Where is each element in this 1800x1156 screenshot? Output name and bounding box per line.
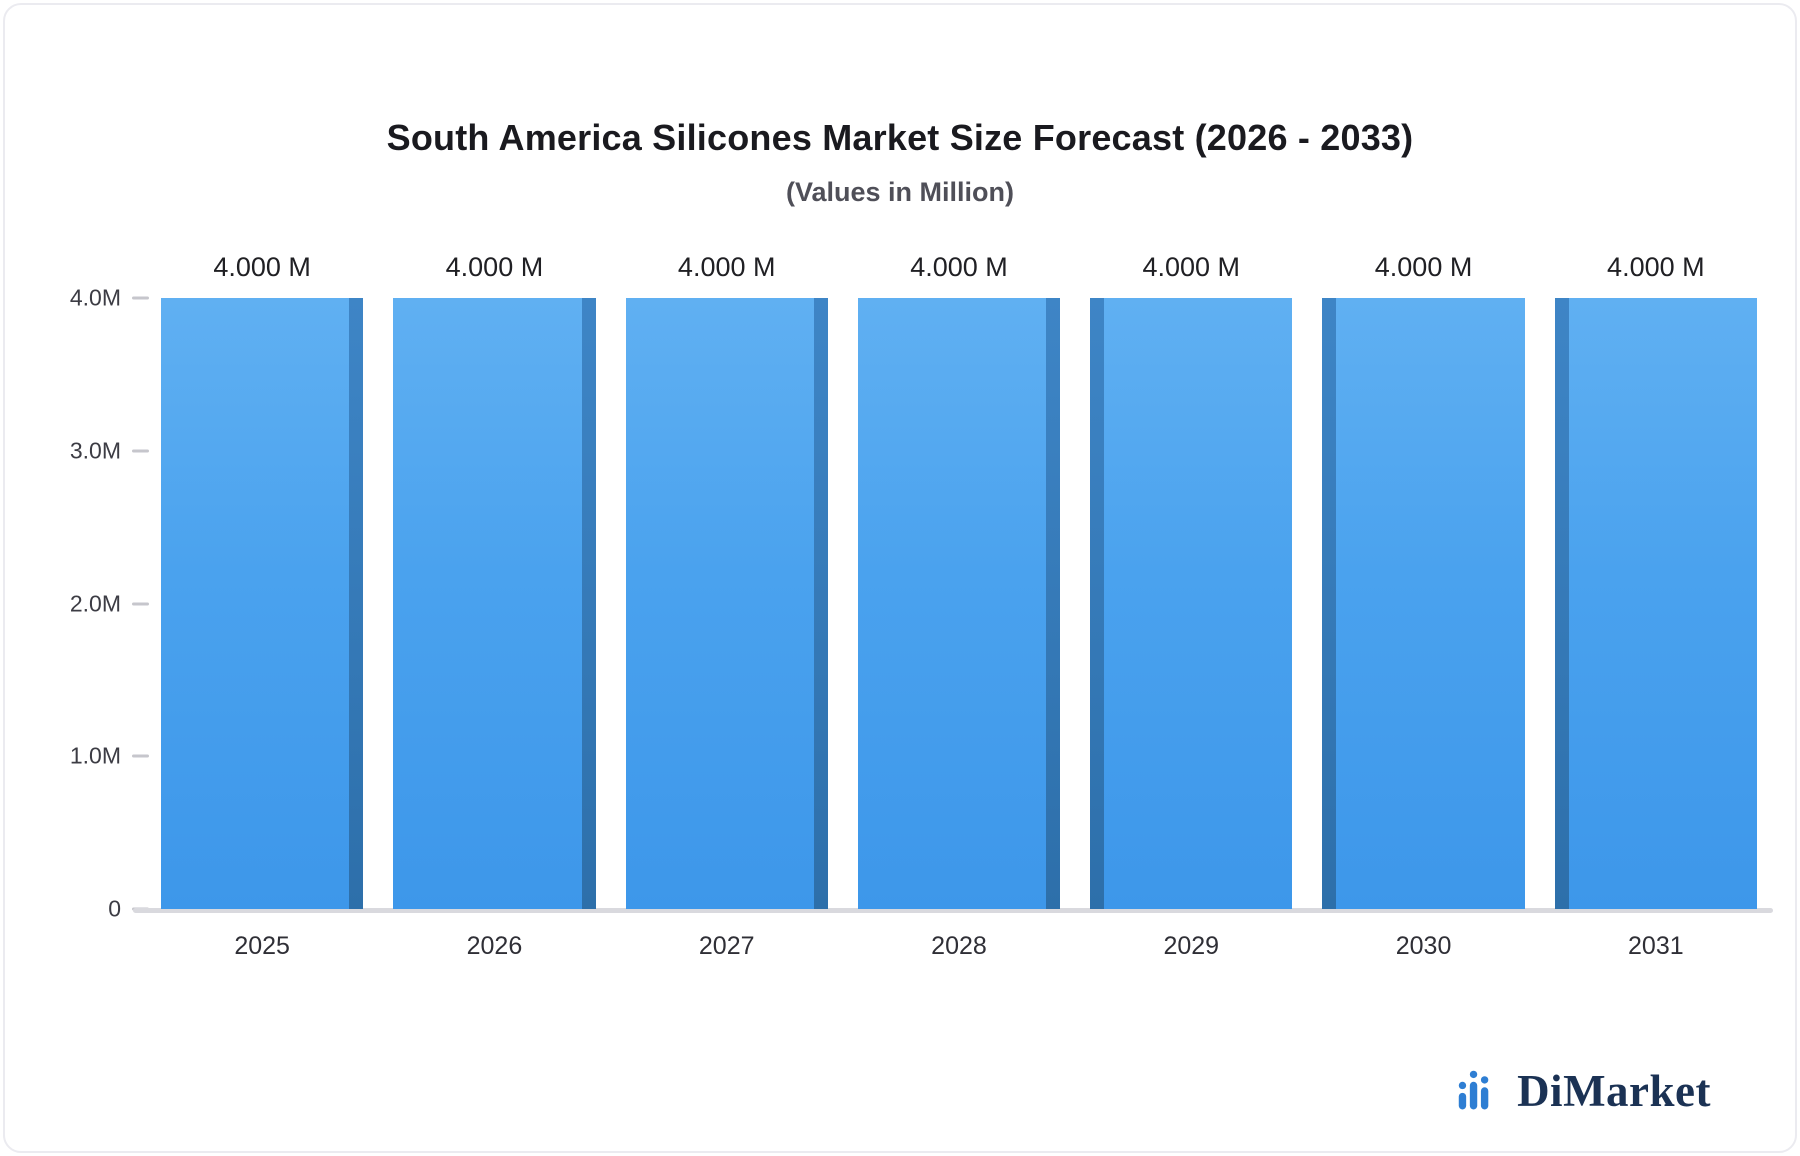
chart-card: South America Silicones Market Size Fore… — [3, 3, 1797, 1153]
bar-2027[interactable]: 4.000 M 2027 — [625, 252, 829, 960]
x-axis-label: 2031 — [1628, 932, 1684, 960]
y-axis: 4.0M 3.0M 2.0M 1.0M 0 — [53, 285, 149, 922]
y-axis-tick-label: 0 — [108, 895, 121, 922]
tick-mark — [132, 754, 149, 758]
bar-value-label: 4.000 M — [1142, 252, 1241, 282]
tick-mark — [132, 602, 149, 605]
x-axis-label: 2030 — [1395, 932, 1452, 960]
tick-mark — [132, 296, 149, 300]
bar-value-label: 4.000 M — [910, 252, 1008, 282]
chart-subtitle: (Values in Million) — [785, 177, 1015, 207]
bar-2031[interactable]: 4.000 M 2031 — [1554, 252, 1757, 960]
plot-area: 4.000 M 2025 4.000 M 2026 4.000 M 2027 4.000 M… — [133, 252, 1773, 960]
bar-2026[interactable]: 4.000 M 2026 — [393, 252, 596, 960]
x-axis-baseline — [133, 908, 1773, 913]
y-axis-tick-label: 1.0M — [69, 742, 121, 769]
y-axis-tick-label: 4.0M — [69, 284, 121, 311]
y-axis-tick: 2.0M — [53, 590, 149, 617]
brand-logo: DiMarket — [1456, 1065, 1711, 1117]
bar-value-label: 4.000 M — [1374, 252, 1473, 282]
y-axis-tick-label: 3.0M — [69, 437, 121, 464]
bar-2025[interactable]: 4.000 M 2025 — [161, 252, 364, 960]
y-axis-tick: 1.0M — [53, 743, 149, 770]
bar-value-label: 4.000 M — [445, 252, 544, 282]
y-axis-tick: 4.0M — [53, 285, 149, 312]
x-axis-label: 2028 — [931, 932, 987, 960]
bar-2030[interactable]: 4.000 M 2030 — [1322, 252, 1525, 960]
x-axis-label: 2025 — [234, 932, 290, 960]
y-axis-tick: 3.0M — [53, 437, 149, 464]
bar-value-label: 4.000 M — [213, 252, 311, 282]
x-axis-label: 2027 — [698, 932, 755, 960]
brand-name: DiMarket — [1517, 1066, 1711, 1116]
bar-2028[interactable]: 4.000 M 2028 — [857, 252, 1061, 960]
x-axis-label: 2029 — [1163, 932, 1220, 960]
x-axis-label: 2026 — [466, 932, 523, 960]
chart-title: South America Silicones Market Size Fore… — [386, 117, 1414, 158]
chart-area: 4.0M 3.0M 2.0M 1.0M 0 4.000 M 2025 4.000 M 2026… — [53, 252, 1773, 960]
y-axis-tick-label: 2.0M — [69, 590, 121, 616]
bar-2029[interactable]: 4.000 M 2029 — [1090, 252, 1293, 960]
bar-value-label: 4.000 M — [677, 252, 776, 282]
tick-mark — [132, 449, 149, 453]
bar-chart-logo-icon — [1456, 1067, 1504, 1115]
bar-value-label: 4.000 M — [1607, 252, 1705, 282]
